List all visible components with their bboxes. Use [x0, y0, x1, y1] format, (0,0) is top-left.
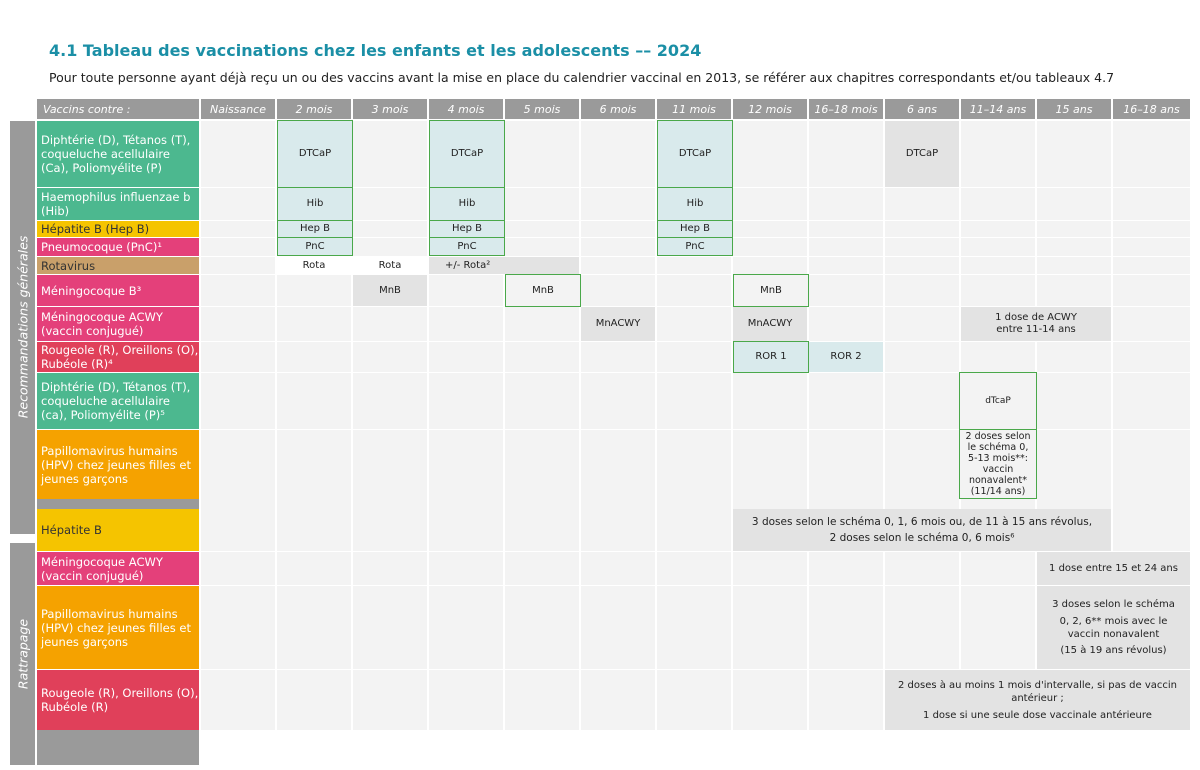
header-6m: 6 mois	[581, 99, 655, 119]
cell-mnb-3m: MnB	[353, 275, 427, 306]
vaccine-mnb: Méningocoque B³	[37, 275, 199, 306]
catchup-acwy: Méningocoque ACWY (vaccin conjugué)	[37, 552, 199, 585]
header-4m: 4 mois	[429, 99, 503, 119]
section-separator	[37, 499, 199, 509]
column-bg	[505, 121, 579, 730]
cell-dtcap-11-14y: dTcaP	[959, 372, 1037, 430]
header-11m: 11 mois	[657, 99, 731, 119]
cell-catchup-ror: 2 doses à au moins 1 mois d'intervalle, …	[885, 670, 1190, 730]
catchup-hpv: Papillomavirus humains (HPV) chez jeunes…	[37, 586, 199, 669]
vaccine-hib: Haemophilus influenzae b (Hib)	[37, 188, 199, 220]
cell-hib-4m: Hib	[429, 187, 505, 221]
cell-catchup-acwy: 1 dose entre 15 et 24 ans	[1037, 552, 1190, 585]
page-title: 4.1 Tableau des vaccinations chez les en…	[49, 41, 702, 60]
row-divider	[201, 274, 1190, 275]
cell-acwy-6m: MnACWY	[581, 307, 655, 341]
cell-ror1-12m: ROR 1	[733, 341, 809, 373]
header-16-18y: 16–18 ans	[1113, 99, 1190, 119]
header-birth: Naissance	[201, 99, 275, 119]
column-bg	[201, 121, 275, 730]
header-2m: 2 mois	[277, 99, 351, 119]
catchup-ror-line2: 1 dose si une seule dose vaccinale antér…	[923, 709, 1152, 721]
header-vaccines: Vaccins contre :	[37, 99, 199, 119]
cell-catchup-hepb: 3 doses selon le schéma 0, 1, 6 mois ou,…	[733, 509, 1111, 551]
cell-catchup-hpv: 3 doses selon le schéma 0, 2, 6** mois a…	[1037, 586, 1190, 669]
row-divider	[201, 669, 1190, 670]
column-bg	[581, 121, 655, 730]
catchup-hpv-line1: 3 doses selon le schéma	[1052, 599, 1175, 610]
cell-rota-3m: Rota	[353, 257, 427, 274]
column-bg	[809, 121, 883, 730]
section-footer	[37, 730, 199, 765]
row-divider	[201, 585, 1190, 586]
page-subtitle: Pour toute personne ayant déjà reçu un o…	[49, 70, 1115, 85]
cell-mnb-12m: MnB	[733, 274, 809, 307]
section-general-bar	[10, 121, 35, 534]
row-divider	[201, 256, 1190, 257]
cell-dtcap-4m: DTCaP	[429, 120, 505, 188]
vaccine-hepb: Hépatite B (Hep B)	[37, 221, 199, 237]
catchup-ror: Rougeole (R), Oreillons (O), Rubéole (R)	[37, 670, 199, 730]
section-catchup-bar	[10, 543, 35, 765]
vaccine-rota: Rotavirus	[37, 257, 199, 274]
header-11-14y: 11–14 ans	[961, 99, 1035, 119]
vaccine-pnc: Pneumocoque (PnC)¹	[37, 238, 199, 256]
header-15y: 15 ans	[1037, 99, 1111, 119]
vaccine-dtcap: Diphtérie (D), Tétanos (T), coqueluche a…	[37, 121, 199, 187]
catchup-hepb-line1: 3 doses selon le schéma 0, 1, 6 mois ou,…	[751, 516, 1093, 528]
cell-hpv-11-14y: 2 doses selon le schéma 0, 5-13 mois**: …	[959, 429, 1037, 499]
cell-pnc-2m: PnC	[277, 237, 353, 256]
section-catchup-label: Rattrapage	[15, 618, 31, 690]
cell-ror2-16-18m: ROR 2	[809, 342, 883, 372]
catchup-hepb: Hépatite B	[37, 509, 199, 551]
column-bg	[733, 121, 807, 730]
cell-dtcap-6y: DTCaP	[885, 121, 959, 187]
catchup-ror-line1: 2 doses à au moins 1 mois d'intervalle, …	[897, 679, 1178, 704]
vaccine-hib-text: Haemophilus influenzae b (Hib)	[41, 190, 191, 218]
section-general-label: Recommandations générales	[15, 235, 31, 419]
cell-rota-2m: Rota	[277, 257, 351, 274]
catchup-hpv-line2: 0, 2, 6** mois avec le vaccin nonavalent	[1059, 616, 1168, 640]
cell-rota-4m: +/- Rota²	[429, 257, 579, 274]
cell-pnc-11m: PnC	[657, 237, 733, 256]
cell-hepb-4m: Hep B	[429, 220, 505, 238]
cell-hib-2m: Hib	[277, 187, 353, 221]
row-divider	[201, 372, 1190, 373]
vaccine-ror: Rougeole (R), Oreillons (O), Rubéole (R)…	[37, 342, 199, 372]
column-bg	[885, 121, 959, 730]
vaccine-dtcap-booster: Diphtérie (D), Tétanos (T), coqueluche a…	[37, 373, 199, 429]
row-divider	[201, 551, 1190, 552]
row-divider	[201, 341, 1190, 342]
header-12m: 12 mois	[733, 99, 807, 119]
cell-hib-11m: Hib	[657, 187, 733, 221]
catchup-hpv-line3: (15 à 19 ans révolus)	[1060, 645, 1167, 656]
vaccine-hpv: Papillomavirus humains (HPV) chez jeunes…	[37, 430, 199, 499]
row-divider	[201, 429, 1190, 430]
cell-hepb-11m: Hep B	[657, 220, 733, 238]
catchup-hepb-line2: 2 doses selon le schéma 0, 6 mois⁶	[829, 532, 1015, 544]
cell-acwy-12m: MnACWY	[733, 307, 807, 341]
cell-pnc-4m: PnC	[429, 237, 505, 256]
header-16-18m: 16–18 mois	[809, 99, 883, 119]
cell-dtcap-2m: DTCaP	[277, 120, 353, 188]
cell-acwy-11-14y: 1 dose de ACWY entre 11-14 ans	[961, 307, 1111, 341]
vaccine-acwy: Méningocoque ACWY (vaccin conjugué)	[37, 307, 199, 341]
cell-dtcap-11m: DTCaP	[657, 120, 733, 188]
cell-hepb-2m: Hep B	[277, 220, 353, 238]
cell-mnb-5m: MnB	[505, 274, 581, 307]
header-6y: 6 ans	[885, 99, 959, 119]
header-5m: 5 mois	[505, 99, 579, 119]
column-bg	[353, 121, 427, 730]
header-3m: 3 mois	[353, 99, 427, 119]
row-divider	[201, 306, 1190, 307]
